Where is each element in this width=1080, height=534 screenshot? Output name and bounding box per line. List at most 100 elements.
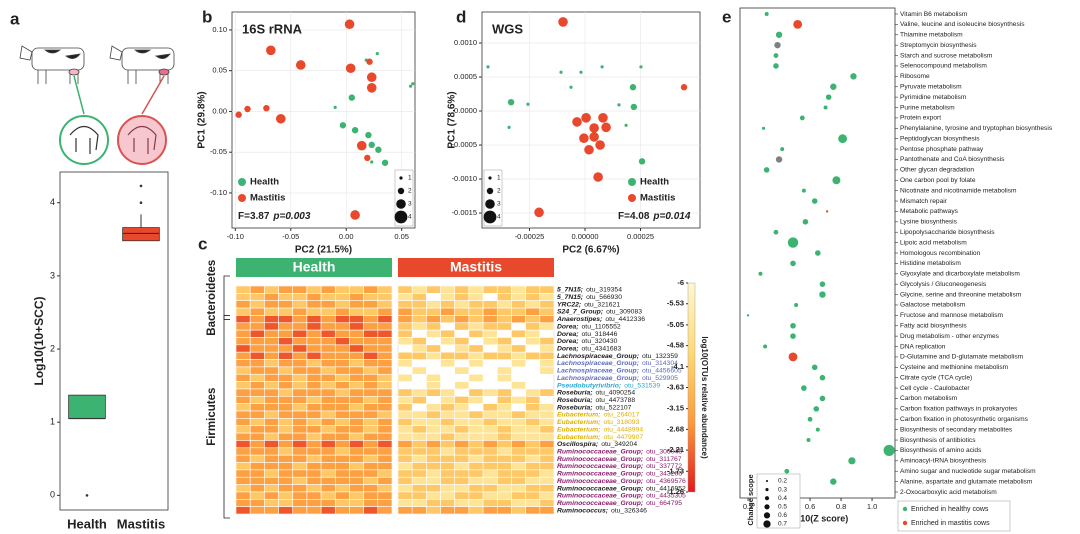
bubble — [763, 167, 770, 173]
heatmap-cell — [511, 440, 526, 449]
heatmap-cell — [377, 322, 393, 331]
heatmap-cell — [249, 307, 265, 316]
row-genus: Dorea; — [557, 338, 579, 345]
heatmap-cell — [539, 498, 555, 507]
heatmap-cell — [349, 410, 364, 419]
row-otu: otu_326346 — [611, 507, 647, 514]
heatmap-cell — [306, 410, 322, 419]
bubble — [793, 19, 803, 29]
heatmap-cell — [363, 440, 379, 449]
panel-letter: e — [722, 7, 731, 26]
point — [507, 98, 515, 106]
heatmap-cell — [363, 506, 379, 515]
heatmap-cell — [377, 373, 393, 382]
heatmap-cell — [440, 307, 456, 316]
heatmap-cell — [468, 344, 484, 353]
stat-p: p=0.003 — [272, 211, 310, 222]
y-tick-label: Pentose phosphate pathway — [900, 146, 984, 153]
y-tick-label: 4 — [50, 197, 55, 207]
heatmap-cell — [411, 366, 427, 375]
point — [351, 126, 359, 134]
heatmap-cell — [349, 344, 364, 353]
bubble — [773, 229, 779, 235]
heatmap-cell — [426, 491, 441, 500]
row-genus: Eubacterium; — [557, 434, 600, 441]
heatmap-cell — [334, 351, 350, 360]
row-label: Roseburia; otu_4090254 — [557, 389, 635, 396]
bubble — [799, 115, 805, 121]
heatmap-cell — [292, 388, 308, 397]
heatmap-cell — [397, 462, 413, 471]
row-label: Ruminococcaceae_Group; otu_343266 — [557, 470, 682, 477]
heatmap-cell — [496, 285, 512, 294]
y-tick-label: Lysine biosynthesis — [900, 219, 958, 226]
heatmap-cell — [264, 484, 279, 493]
heatmap-cell — [496, 307, 512, 316]
heatmap-cell — [264, 432, 279, 441]
legend-label: Mastitis — [250, 193, 285, 204]
y-tick-label: Alanine, aspartate and glutamate metabol… — [900, 478, 1033, 485]
heatmap-cell — [264, 454, 279, 463]
heatmap-cell — [235, 329, 251, 338]
row-otu: otu_4341683 — [582, 345, 622, 352]
heatmap-cell — [511, 425, 526, 434]
heatmap-cell — [292, 432, 308, 441]
row-genus: Lachnospiraceae_Group; — [557, 367, 639, 374]
row-otu: otu_319354 — [586, 286, 622, 293]
x-tick-label: 0.8 — [836, 502, 846, 511]
heatmap-cell — [468, 476, 484, 485]
heatmap-cell — [320, 491, 336, 500]
point — [600, 65, 604, 69]
heatmap-cell — [496, 351, 512, 360]
heatmap-cell — [496, 432, 512, 441]
heatmap-cell — [278, 359, 294, 368]
row-otu: otu_4448994 — [603, 426, 643, 433]
heatmap-cell — [525, 506, 541, 515]
heatmap-cell — [411, 418, 427, 427]
heatmap-cell — [397, 476, 413, 485]
heatmap-cell — [334, 381, 350, 390]
y-tick-label: Phenylalanine, tyrosine and tryptophan b… — [900, 125, 1053, 132]
heatmap-cell — [264, 285, 279, 294]
heatmap-cell — [264, 491, 279, 500]
heatmap-cell — [377, 454, 393, 463]
bubble — [848, 457, 856, 465]
heatmap-cell — [525, 293, 541, 302]
heatmap-cell — [440, 388, 456, 397]
heatmap-cell — [363, 484, 379, 493]
heatmap-cell — [511, 462, 526, 471]
point — [356, 140, 367, 151]
row-label: Lachnospiraceae_Group; otu_529905 — [557, 375, 678, 382]
bubble — [746, 314, 750, 317]
stat-text: F=3.87 p=0.003 — [238, 211, 311, 222]
heatmap-cell — [440, 454, 456, 463]
bubble — [773, 53, 779, 58]
row-label: Dorea; otu_1105552 — [557, 323, 621, 330]
heatmap-cell — [468, 418, 484, 427]
heatmap-cell — [363, 498, 379, 507]
row-genus: Dorea; — [557, 323, 579, 330]
heatmap-cell — [377, 440, 393, 449]
row-otu: otu_4369576 — [646, 478, 686, 485]
bubble — [774, 41, 781, 49]
row-label: Ruminococcaceae_Group; otu_337772 — [557, 463, 682, 470]
bubble — [801, 188, 806, 193]
size-legend-dot — [488, 176, 492, 180]
heatmap-cell — [334, 484, 350, 493]
heatmap-cell — [426, 373, 441, 382]
heatmap-cell — [292, 344, 308, 353]
heatmap-cell — [454, 491, 470, 500]
group-label: Mastitis — [450, 259, 502, 275]
y-tick-label: Nicotinate and nicotinamide metabolism — [900, 187, 1017, 194]
heatmap-cell — [320, 506, 336, 515]
heatmap-cell — [320, 285, 336, 294]
heatmap-cell — [440, 476, 456, 485]
udder-mastitis — [117, 115, 167, 165]
heatmap-cell — [320, 373, 336, 382]
heatmap-cell — [249, 344, 265, 353]
heatmap-cell — [264, 337, 279, 346]
heatmap-cell — [249, 425, 265, 434]
heatmap-cell — [363, 381, 379, 390]
heatmap-cell — [525, 300, 541, 309]
heatmap-cell — [349, 491, 364, 500]
